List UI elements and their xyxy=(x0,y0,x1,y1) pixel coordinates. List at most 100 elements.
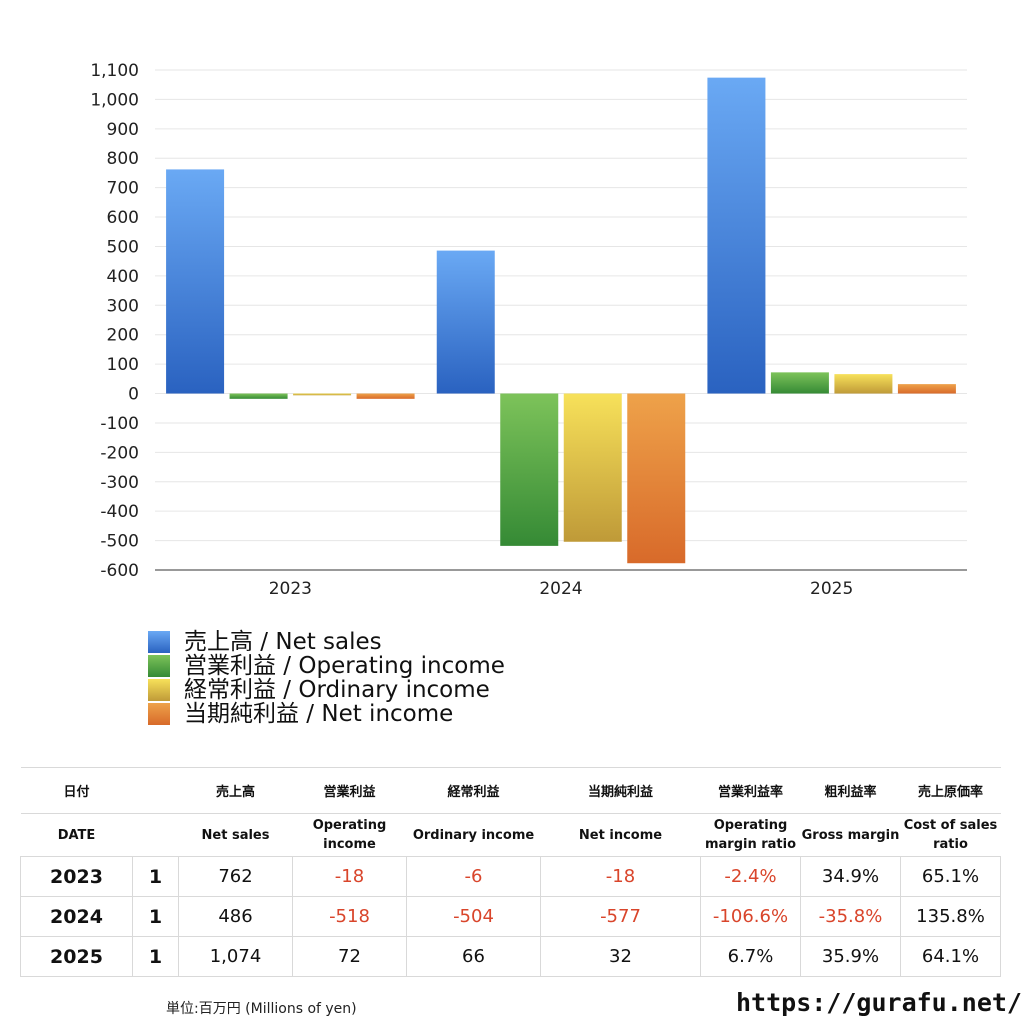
legend-swatch-net-income xyxy=(148,703,170,725)
header-operating-margin-en: Operating margin ratio xyxy=(700,813,801,857)
table-row: 2025 1 1,074 72 66 32 6.7% 35.9% 64.1% xyxy=(20,936,1001,977)
bar-2025-series-1 xyxy=(770,372,829,394)
legend: 売上高 / Net sales 営業利益 / Operating income … xyxy=(148,630,505,726)
x-tick-label: 2024 xyxy=(539,579,582,599)
cell-gross-margin: 34.9% xyxy=(800,856,901,897)
header-net-sales-jp: 売上高 xyxy=(178,767,293,814)
bar-2025-series-0 xyxy=(707,77,766,394)
header-operating-margin-jp: 営業利益率 xyxy=(700,767,801,814)
y-tick-label: 200 xyxy=(107,326,139,346)
cell-gross-margin: -35.8% xyxy=(800,896,901,937)
row-year: 2025 xyxy=(20,936,133,977)
y-tick-label: -200 xyxy=(100,443,139,463)
legend-item-net-income: 当期純利益 / Net income xyxy=(148,702,505,726)
table-row: 2024 1 486 -518 -504 -577 -106.6% -35.8%… xyxy=(20,896,1001,937)
header-operating-income-en: Operating income xyxy=(292,813,407,857)
x-axis-labels: 2023 2024 2025 xyxy=(269,579,854,599)
cell-net-sales: 762 xyxy=(178,856,293,897)
y-axis-ticks: 1,100 1,000 900 800 700 600 500 400 300 200 100 0 -1… xyxy=(90,61,139,581)
cell-net-sales: 1,074 xyxy=(178,936,293,977)
cell-cost-ratio: 65.1% xyxy=(900,856,1001,897)
bar-2025-series-2 xyxy=(834,374,893,394)
legend-label: 営業利益 / Operating income xyxy=(184,653,505,679)
bar-2024-series-1 xyxy=(500,393,559,546)
x-tick-label: 2023 xyxy=(269,579,312,599)
site-url-link[interactable]: https://gurafu.net/ xyxy=(736,988,1022,1017)
cell-ordinary-income: -504 xyxy=(406,896,541,937)
y-tick-label: 700 xyxy=(107,179,139,199)
header-date-en: DATE xyxy=(20,813,133,857)
legend-item-net-sales: 売上高 / Net sales xyxy=(148,630,505,654)
table-row: 2023 1 762 -18 -6 -18 -2.4% 34.9% 65.1% xyxy=(20,856,1001,897)
header-gross-margin-jp: 粗利益率 xyxy=(800,767,901,814)
bar-2023-series-0 xyxy=(166,169,225,394)
cell-ordinary-income: -6 xyxy=(406,856,541,897)
cell-net-sales: 486 xyxy=(178,896,293,937)
y-tick-label: -600 xyxy=(100,561,139,581)
bar-2023-series-2 xyxy=(293,393,352,396)
header-operating-income-jp: 営業利益 xyxy=(292,767,407,814)
y-tick-label: -400 xyxy=(100,502,139,522)
y-tick-label: 0 xyxy=(128,385,139,405)
bar-2023-series-3 xyxy=(356,393,415,399)
table-header-en: DATE Net sales Operating income Ordinary… xyxy=(20,813,1001,857)
row-quarter: 1 xyxy=(132,936,179,977)
table-header-jp: 日付 売上高 営業利益 経常利益 当期純利益 営業利益率 粗利益率 売上原価率 xyxy=(20,767,1001,814)
bar-2023-series-1 xyxy=(229,393,288,399)
header-cost-ratio-jp: 売上原価率 xyxy=(900,767,1001,814)
y-tick-label: 1,100 xyxy=(90,61,139,81)
header-net-income-jp: 当期純利益 xyxy=(540,767,701,814)
row-year: 2024 xyxy=(20,896,133,937)
cell-gross-margin: 35.9% xyxy=(800,936,901,977)
cell-cost-ratio: 135.8% xyxy=(900,896,1001,937)
legend-swatch-ordinary-income xyxy=(148,679,170,701)
cell-net-income: 32 xyxy=(540,936,701,977)
row-quarter: 1 xyxy=(132,856,179,897)
y-tick-label: 1,000 xyxy=(90,90,139,110)
cell-net-income: -577 xyxy=(540,896,701,937)
header-net-income-en: Net income xyxy=(540,813,701,857)
row-year: 2023 xyxy=(20,856,133,897)
cell-net-income: -18 xyxy=(540,856,701,897)
y-tick-label: -500 xyxy=(100,532,139,552)
unit-note: 単位:百万円 (Millions of yen) xyxy=(166,1001,357,1017)
header-ordinary-income-jp: 経常利益 xyxy=(406,767,541,814)
cell-operating-margin: -2.4% xyxy=(700,856,801,897)
cell-operating-margin: 6.7% xyxy=(700,936,801,977)
legend-item-ordinary-income: 経常利益 / Ordinary income xyxy=(148,678,505,702)
bar-2025-series-3 xyxy=(897,384,956,394)
legend-label: 売上高 / Net sales xyxy=(184,629,382,655)
cell-cost-ratio: 64.1% xyxy=(900,936,1001,977)
cell-operating-income: -18 xyxy=(292,856,407,897)
gridlines xyxy=(155,69,967,571)
y-tick-label: 400 xyxy=(107,267,139,287)
legend-label: 経常利益 / Ordinary income xyxy=(184,677,490,703)
header-ordinary-income-en: Ordinary income xyxy=(406,813,541,857)
x-tick-label: 2025 xyxy=(810,579,853,599)
legend-item-operating-income: 営業利益 / Operating income xyxy=(148,654,505,678)
y-tick-label: -100 xyxy=(100,414,139,434)
header-blank xyxy=(132,813,179,857)
y-tick-label: 500 xyxy=(107,237,139,257)
header-cost-ratio-en: Cost of sales ratio xyxy=(900,813,1001,857)
financial-table: 日付 売上高 営業利益 経常利益 当期純利益 営業利益率 粗利益率 売上原価率 … xyxy=(20,767,1001,977)
header-blank xyxy=(132,767,179,814)
header-net-sales-en: Net sales xyxy=(178,813,293,857)
row-quarter: 1 xyxy=(132,896,179,937)
cell-ordinary-income: 66 xyxy=(406,936,541,977)
y-tick-label: 600 xyxy=(107,208,139,228)
bar-2024-series-3 xyxy=(627,393,686,564)
cell-operating-margin: -106.6% xyxy=(700,896,801,937)
legend-swatch-net-sales xyxy=(148,631,170,653)
y-tick-label: 800 xyxy=(107,149,139,169)
legend-swatch-operating-income xyxy=(148,655,170,677)
bar-2024-series-2 xyxy=(563,393,622,542)
y-tick-label: -300 xyxy=(100,473,139,493)
cell-operating-income: -518 xyxy=(292,896,407,937)
header-gross-margin-en: Gross margin xyxy=(800,813,901,857)
y-tick-label: 900 xyxy=(107,120,139,140)
cell-operating-income: 72 xyxy=(292,936,407,977)
bar-2024-series-0 xyxy=(436,250,495,394)
legend-label: 当期純利益 / Net income xyxy=(184,701,454,727)
y-tick-label: 100 xyxy=(107,355,139,375)
